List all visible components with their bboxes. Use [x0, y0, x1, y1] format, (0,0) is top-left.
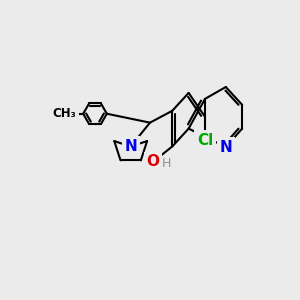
- Text: H: H: [162, 157, 171, 170]
- Text: CH₃: CH₃: [52, 107, 76, 120]
- Text: N: N: [219, 140, 232, 154]
- Text: O: O: [146, 154, 160, 169]
- Text: N: N: [124, 139, 137, 154]
- Text: Cl: Cl: [197, 133, 213, 148]
